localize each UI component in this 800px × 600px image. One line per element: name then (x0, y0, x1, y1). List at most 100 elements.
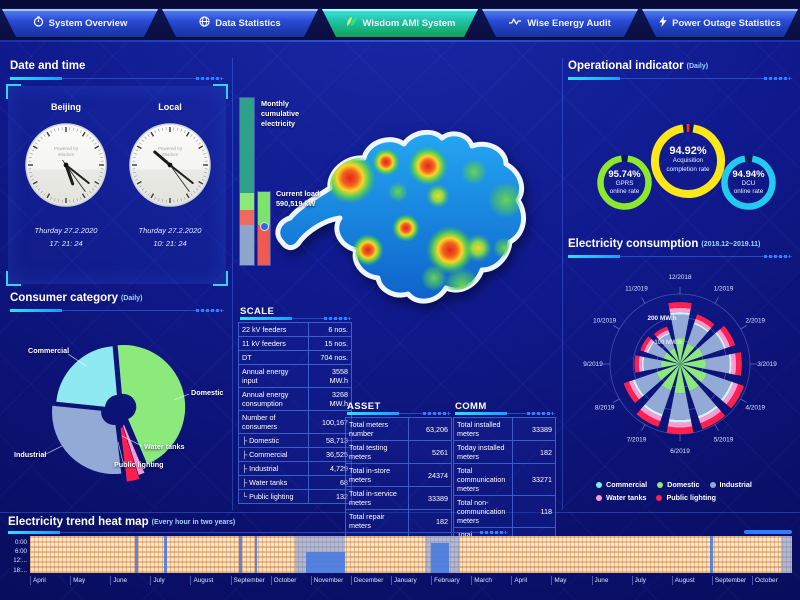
consumption-rose-chart[interactable]: 12/2018 1/2019 2/2019 3/2019 4/2019 5/2019 6/2… (565, 262, 797, 476)
table-row: Total repair meters 182 (345, 510, 452, 533)
heatmap-scrollbar[interactable] (744, 530, 792, 534)
legend-item-domestic[interactable]: Domestic (657, 480, 700, 489)
heatmap-cool-band (781, 536, 792, 573)
table-row: Total communication meters 33271 (453, 464, 556, 496)
scale-title-underline (240, 317, 352, 320)
nav-underline (0, 40, 800, 42)
acquisition-gauge[interactable]: 94.92% Acquisition completion rate (645, 118, 731, 204)
heatmap-month-label: October (270, 576, 311, 585)
clock-beijing: Beijing Powered by Wisdom Thurday 27.2.2… (14, 102, 118, 250)
tab-power-outage-statistics[interactable]: Power Outage Statistics (642, 9, 798, 37)
current-load-bar[interactable] (258, 192, 270, 265)
svg-text:3/2019: 3/2019 (757, 361, 777, 368)
heatmap-cool-patch (430, 543, 450, 573)
clock-local: Local Powered by Wisdom Thurday 27.2.202… (118, 102, 222, 250)
table-row: ├ Commercial 36,525 (238, 448, 352, 462)
consumption-title: Electricity consumption (2018.12~2019.11) (568, 238, 761, 250)
legend-dot (656, 494, 663, 501)
legend-dot (596, 481, 602, 488)
svg-text:1/2019: 1/2019 (714, 286, 734, 293)
bar-segment (258, 192, 270, 225)
heatmap-month-label: September (230, 576, 271, 585)
heatmap-time-label: 18:... (13, 566, 27, 574)
pie-label-water-tanks: Water tanks (144, 442, 185, 451)
heatmap-cool-band (709, 536, 713, 573)
heatmap-month-label: March (471, 576, 511, 585)
bar-segment (240, 224, 254, 265)
consumer-title-underline (10, 309, 224, 312)
heatmap-time-label: 12:... (13, 557, 27, 565)
svg-text:9/2019: 9/2019 (583, 361, 603, 368)
clock-date: Thurday 27.2.2020 10: 21: 24 (138, 226, 202, 248)
clock-city-label: Beijing (50, 102, 81, 112)
table-row: DT 704 nos. (238, 351, 352, 365)
region-heat-map[interactable] (266, 92, 576, 312)
heatmap-month-label: July (631, 576, 672, 585)
heatmap-month-label: January (390, 576, 431, 585)
bar-segment (258, 224, 270, 265)
scale-table: 22 kV feeders 6 nos. 11 kV feeders 15 nos. D… (238, 322, 352, 504)
bar-segment (240, 98, 254, 194)
scale-table-title: SCALE (240, 306, 275, 317)
tab-wisdom-ami-system[interactable]: Wisdom AMI System (322, 9, 478, 37)
table-row: └ Public lighting 132 (238, 490, 352, 504)
datetime-title: Date and time (10, 60, 86, 72)
current-load-label: Current load 590,519 kW (276, 189, 320, 208)
heatmap-month-label: November (310, 576, 351, 585)
pie-label-domestic: Domestic (191, 388, 224, 397)
heatmap-cool-band (238, 536, 242, 573)
heatmap-month-label: May (70, 576, 110, 585)
table-row: Today installed meters 182 (453, 441, 556, 464)
consumer-title: Consumer category (Daily) (10, 292, 143, 304)
table-row: Total testing meters 5261 (345, 441, 452, 464)
bar-segment (240, 193, 254, 210)
tab-wise-energy-audit[interactable]: Wise Energy Audit (482, 9, 638, 37)
svg-text:6/2019: 6/2019 (670, 448, 690, 455)
svg-text:200 MW.h: 200 MW.h (647, 315, 676, 322)
datetime-box: Beijing Powered by Wisdom Thurday 27.2.2… (6, 84, 228, 286)
monthly-bar-label: Monthly cumulative electricity (261, 99, 300, 128)
tab-data-statistics[interactable]: Data Statistics (162, 9, 318, 37)
legend-item-water-tanks[interactable]: Water tanks (596, 493, 646, 502)
monthly-cumulative-bar[interactable] (240, 98, 254, 265)
top-strip (0, 0, 800, 8)
tab-system-overview[interactable]: System Overview (2, 9, 158, 37)
consumer-pie-chart[interactable]: Domestic Water tanks Public lighting Indust… (6, 314, 234, 496)
pulse-icon (509, 17, 522, 29)
svg-text:12/2018: 12/2018 (668, 274, 692, 281)
svg-text:Powered by: Powered by (158, 146, 183, 151)
corner-bracket (6, 271, 21, 286)
legend-dot (709, 481, 716, 488)
clock-date: Thurday 27.2.2020 17: 21: 24 (34, 226, 98, 248)
legend-dot (657, 481, 664, 488)
table-row: ├ Water tanks 68 (238, 476, 352, 490)
bar-segment (240, 209, 254, 225)
statistics-icon (199, 16, 210, 30)
heatmap-time-axis: 0:00 6:00 12:... 18:... (0, 538, 27, 575)
heatmap-time-label: 0:00 (14, 539, 27, 546)
table-row: Annual energy input 3558 MW.h (238, 365, 352, 388)
heatmap-month-label: April (30, 576, 70, 585)
asset-table-title: ASSET (347, 401, 381, 412)
current-load-marker (260, 222, 269, 231)
table-row: Total in-store meters 24374 (345, 464, 452, 487)
heatmap-month-axis: April May June July August September October No… (30, 576, 792, 585)
heatmap-month-label: February (431, 576, 471, 585)
table-row: Number of consumers 100,167 (238, 411, 352, 434)
dcu-online-gauge[interactable]: 94.94% DCU online rate (716, 150, 781, 215)
operational-title-underline (568, 77, 792, 80)
heatmap-strip[interactable] (30, 536, 792, 573)
corner-bracket (213, 271, 228, 286)
legend-dot (596, 494, 602, 501)
divider-left (232, 58, 233, 510)
leaf-icon (345, 16, 358, 30)
svg-text:Wisdom: Wisdom (162, 152, 179, 157)
heatmap-cool-band (254, 536, 257, 573)
legend-item-public-lighting[interactable]: Public lighting (656, 493, 716, 502)
heatmap-title: Electricity trend heat map (Every hour in… (8, 516, 236, 528)
legend-item-commercial[interactable]: Commercial (596, 480, 647, 489)
bolt-icon (659, 16, 667, 30)
heatmap-cool-band (135, 536, 139, 573)
gprs-online-gauge[interactable]: 95.74% GPRS online rate (592, 150, 657, 215)
legend-item-industrial[interactable]: Industrial (709, 480, 752, 489)
